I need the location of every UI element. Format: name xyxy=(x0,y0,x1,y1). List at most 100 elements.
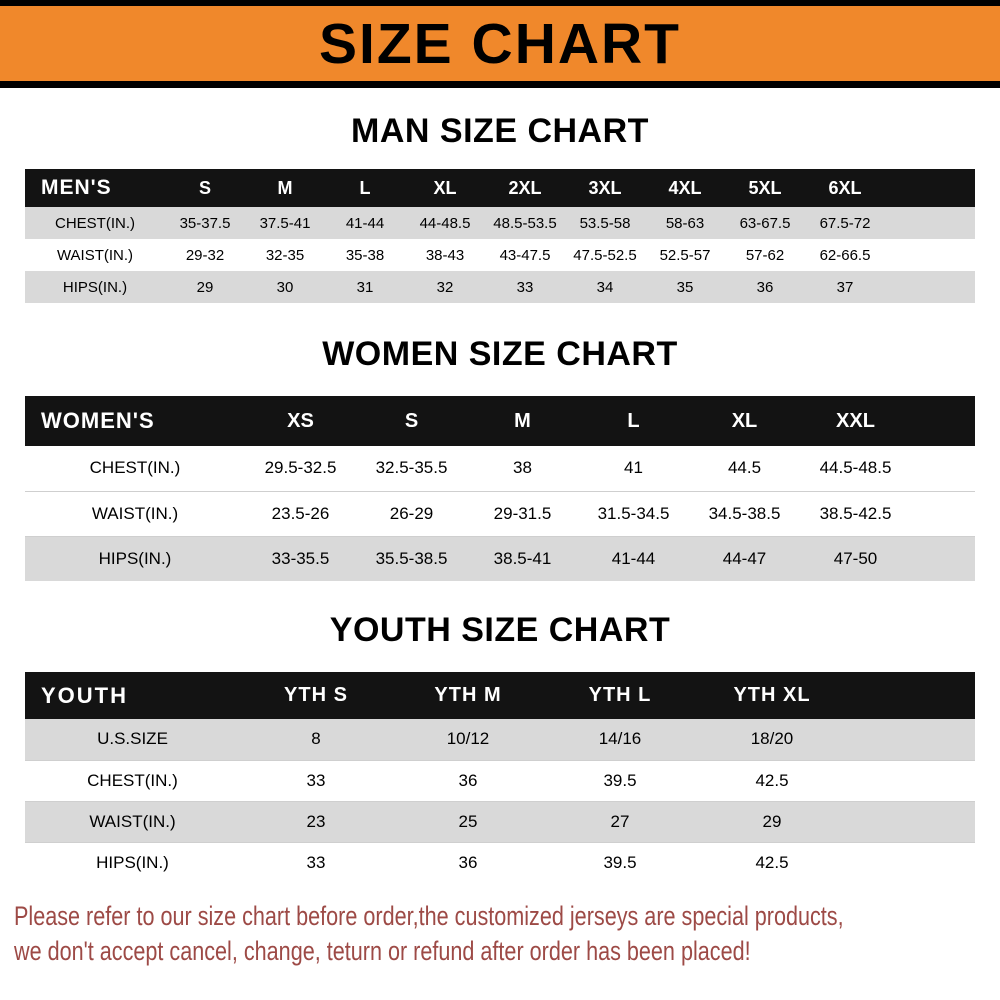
size-value-cell: 36 xyxy=(756,278,774,296)
size-value-cell: 33 xyxy=(306,852,326,872)
spacer-cell xyxy=(848,842,975,883)
column-header: YTH XL xyxy=(696,672,848,719)
size-value-cell: 48.5-53.5 xyxy=(493,214,557,232)
size-value-cell: 47-50 xyxy=(833,548,878,568)
column-header: YTH L xyxy=(544,672,696,719)
size-value-cell: 29-31.5 xyxy=(493,503,552,523)
size-value-cell: 8 xyxy=(311,729,321,749)
banner-title: SIZE CHART xyxy=(319,11,681,76)
column-header: 6XL xyxy=(805,169,885,207)
size-value-cell: 44-48.5 xyxy=(419,214,471,232)
size-value-cell: 41-44 xyxy=(611,548,656,568)
size-value-cell: 31.5-34.5 xyxy=(597,503,670,523)
table-row: U.S.SIZE 8 10/12 14/16 18/20 xyxy=(25,719,975,760)
size-value-cell: 42.5 xyxy=(755,770,789,790)
column-header: M xyxy=(245,169,325,207)
size-value-cell: 25 xyxy=(458,811,478,831)
table-row: WAIST(IN.) 29-32 32-35 35-38 38-43 43-47… xyxy=(25,239,975,271)
size-value-cell: 41 xyxy=(624,458,643,478)
spacer-cell xyxy=(885,169,975,207)
order-policy-line-1: Please refer to our size chart before or… xyxy=(14,901,844,931)
size-value-cell: 36 xyxy=(458,770,478,790)
size-value-cell: 44-47 xyxy=(722,548,767,568)
row-label: CHEST(IN.) xyxy=(55,214,135,232)
size-value-cell: 32.5-35.5 xyxy=(375,458,448,478)
size-value-cell: 35.5-38.5 xyxy=(375,548,448,568)
spacer-cell xyxy=(885,239,975,271)
size-value-cell: 44.5-48.5 xyxy=(819,458,892,478)
column-header: 4XL xyxy=(645,169,725,207)
table-row: HIPS(IN.) 33 36 39.5 42.5 xyxy=(25,842,975,883)
women-size-table: WOMEN'S XS S M L XL XXL CHEST(IN.) 29.5-… xyxy=(25,396,975,581)
column-header: 2XL xyxy=(485,169,565,207)
size-value-cell: 29-32 xyxy=(185,246,225,264)
women-table-title: WOMEN'S xyxy=(25,396,245,446)
order-policy-note: Please refer to our size chart before or… xyxy=(14,899,1000,969)
size-value-cell: 26-29 xyxy=(389,503,434,523)
size-value-cell: 33-35.5 xyxy=(271,548,330,568)
size-value-cell: 63-67.5 xyxy=(739,214,791,232)
size-value-cell: 18/20 xyxy=(750,729,794,749)
size-value-cell: 27 xyxy=(610,811,630,831)
column-header: M xyxy=(467,396,578,446)
size-value-cell: 37 xyxy=(836,278,854,296)
size-value-cell: 38-43 xyxy=(425,246,465,264)
size-value-cell: 47.5-52.5 xyxy=(573,246,637,264)
row-label: WAIST(IN.) xyxy=(56,246,134,264)
size-value-cell: 38.5-42.5 xyxy=(819,503,892,523)
table-row: CHEST(IN.) 29.5-32.5 32.5-35.5 38 41 44.… xyxy=(25,446,975,491)
spacer-cell xyxy=(911,536,975,581)
spacer-cell xyxy=(911,491,975,536)
size-value-cell: 35-38 xyxy=(345,246,385,264)
size-value-cell: 53.5-58 xyxy=(579,214,631,232)
size-value-cell: 35 xyxy=(676,278,694,296)
size-value-cell: 31 xyxy=(356,278,374,296)
table-row: HIPS(IN.) 29 30 31 32 33 34 35 36 37 xyxy=(25,271,975,303)
table-row: WAIST(IN.) 23 25 27 29 xyxy=(25,801,975,842)
size-value-cell: 14/16 xyxy=(598,729,642,749)
size-value-cell: 36 xyxy=(458,852,478,872)
row-label: WAIST(IN.) xyxy=(89,811,176,831)
size-value-cell: 67.5-72 xyxy=(819,214,871,232)
spacer-cell xyxy=(885,271,975,303)
men-table-title: MEN'S xyxy=(25,169,165,207)
size-value-cell: 52.5-57 xyxy=(659,246,711,264)
size-value-cell: 29.5-32.5 xyxy=(264,458,337,478)
size-value-cell: 44.5 xyxy=(727,458,762,478)
size-value-cell: 37.5-41 xyxy=(259,214,311,232)
table-row: CHEST(IN.) 35-37.5 37.5-41 41-44 44-48.5… xyxy=(25,207,975,239)
table-row: HIPS(IN.) 33-35.5 35.5-38.5 38.5-41 41-4… xyxy=(25,536,975,581)
size-value-cell: 38.5-41 xyxy=(493,548,552,568)
order-policy-line-2: we don't accept cancel, change, teturn o… xyxy=(14,936,751,967)
size-value-cell: 30 xyxy=(276,278,294,296)
size-value-cell: 42.5 xyxy=(755,852,789,872)
size-value-cell: 62-66.5 xyxy=(819,246,871,264)
column-header: L xyxy=(578,396,689,446)
size-value-cell: 29 xyxy=(762,811,782,831)
spacer-cell xyxy=(911,396,975,446)
row-label: U.S.SIZE xyxy=(97,729,168,749)
column-header: 5XL xyxy=(725,169,805,207)
size-value-cell: 23.5-26 xyxy=(271,503,330,523)
spacer-cell xyxy=(848,801,975,842)
youth-header-row: YOUTH YTH S YTH M YTH L YTH XL xyxy=(25,672,975,719)
women-header-row: WOMEN'S XS S M L XL XXL xyxy=(25,396,975,446)
youth-table-title: YOUTH xyxy=(25,672,240,719)
size-value-cell: 58-63 xyxy=(665,214,705,232)
table-row: WAIST(IN.) 23.5-26 26-29 29-31.5 31.5-34… xyxy=(25,491,975,536)
spacer-cell xyxy=(848,719,975,760)
column-header: S xyxy=(356,396,467,446)
column-header: L xyxy=(325,169,405,207)
youth-section-heading: YOUTH SIZE CHART xyxy=(329,611,671,649)
size-value-cell: 32 xyxy=(436,278,454,296)
column-header: XL xyxy=(689,396,800,446)
size-value-cell: 57-62 xyxy=(745,246,785,264)
column-header: 3XL xyxy=(565,169,645,207)
size-value-cell: 39.5 xyxy=(603,770,637,790)
spacer-cell xyxy=(848,760,975,801)
column-header: XS xyxy=(245,396,356,446)
row-label: CHEST(IN.) xyxy=(87,770,178,790)
row-label: HIPS(IN.) xyxy=(98,548,172,568)
row-label: HIPS(IN.) xyxy=(96,852,169,872)
men-section-heading: MAN SIZE CHART xyxy=(351,112,649,150)
